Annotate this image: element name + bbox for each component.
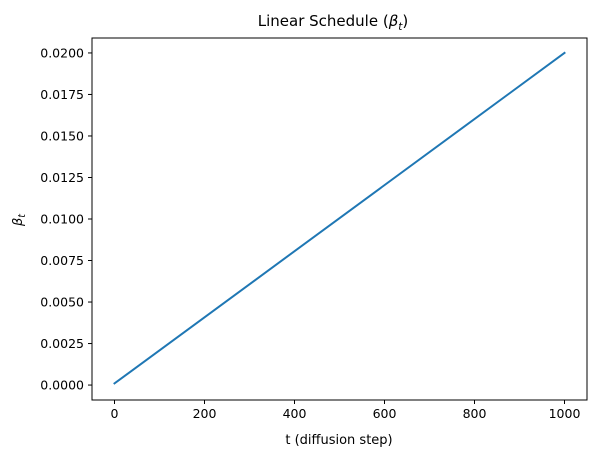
x-tick-label-3: 600 (373, 406, 397, 421)
y-axis-label-symbol: β (11, 218, 26, 227)
y-tick-label-8: 0.0200 (40, 45, 84, 60)
x-tick-label-2: 400 (283, 406, 307, 421)
y-axis-label-subscript: t (17, 213, 28, 218)
y-tick-label-6: 0.0150 (40, 128, 84, 143)
chart-title-symbol: β (388, 12, 399, 30)
x-axis-label: t (diffusion step) (285, 433, 392, 448)
y-tick-label-5: 0.0125 (40, 170, 84, 185)
y-tick-label-4: 0.0100 (40, 212, 84, 227)
plot-area: 0 200 400 600 800 1000 0.0000 0.0025 0.0050 0.007… (40, 37, 588, 421)
x-tick-label-1: 200 (193, 406, 217, 421)
x-tick-label-0: 0 (111, 406, 119, 421)
y-tick-label-3: 0.0075 (40, 253, 84, 268)
chart-title-close: ) (402, 12, 408, 30)
chart-title: Linear Schedule (βt) (258, 12, 409, 33)
chart-title-text: Linear Schedule ( (258, 12, 389, 30)
y-tick-label-2: 0.0050 (40, 295, 84, 310)
y-axis-label: βt (11, 213, 28, 227)
y-tick-label-1: 0.0025 (40, 336, 84, 351)
chart-title-subscript: t (398, 21, 403, 33)
x-tick-label-4: 800 (463, 406, 487, 421)
y-tick-label-7: 0.0175 (40, 87, 84, 102)
series-line-0 (113, 51, 566, 385)
x-tick-label-5: 1000 (549, 406, 581, 421)
y-tick-label-0: 0.0000 (40, 378, 84, 393)
